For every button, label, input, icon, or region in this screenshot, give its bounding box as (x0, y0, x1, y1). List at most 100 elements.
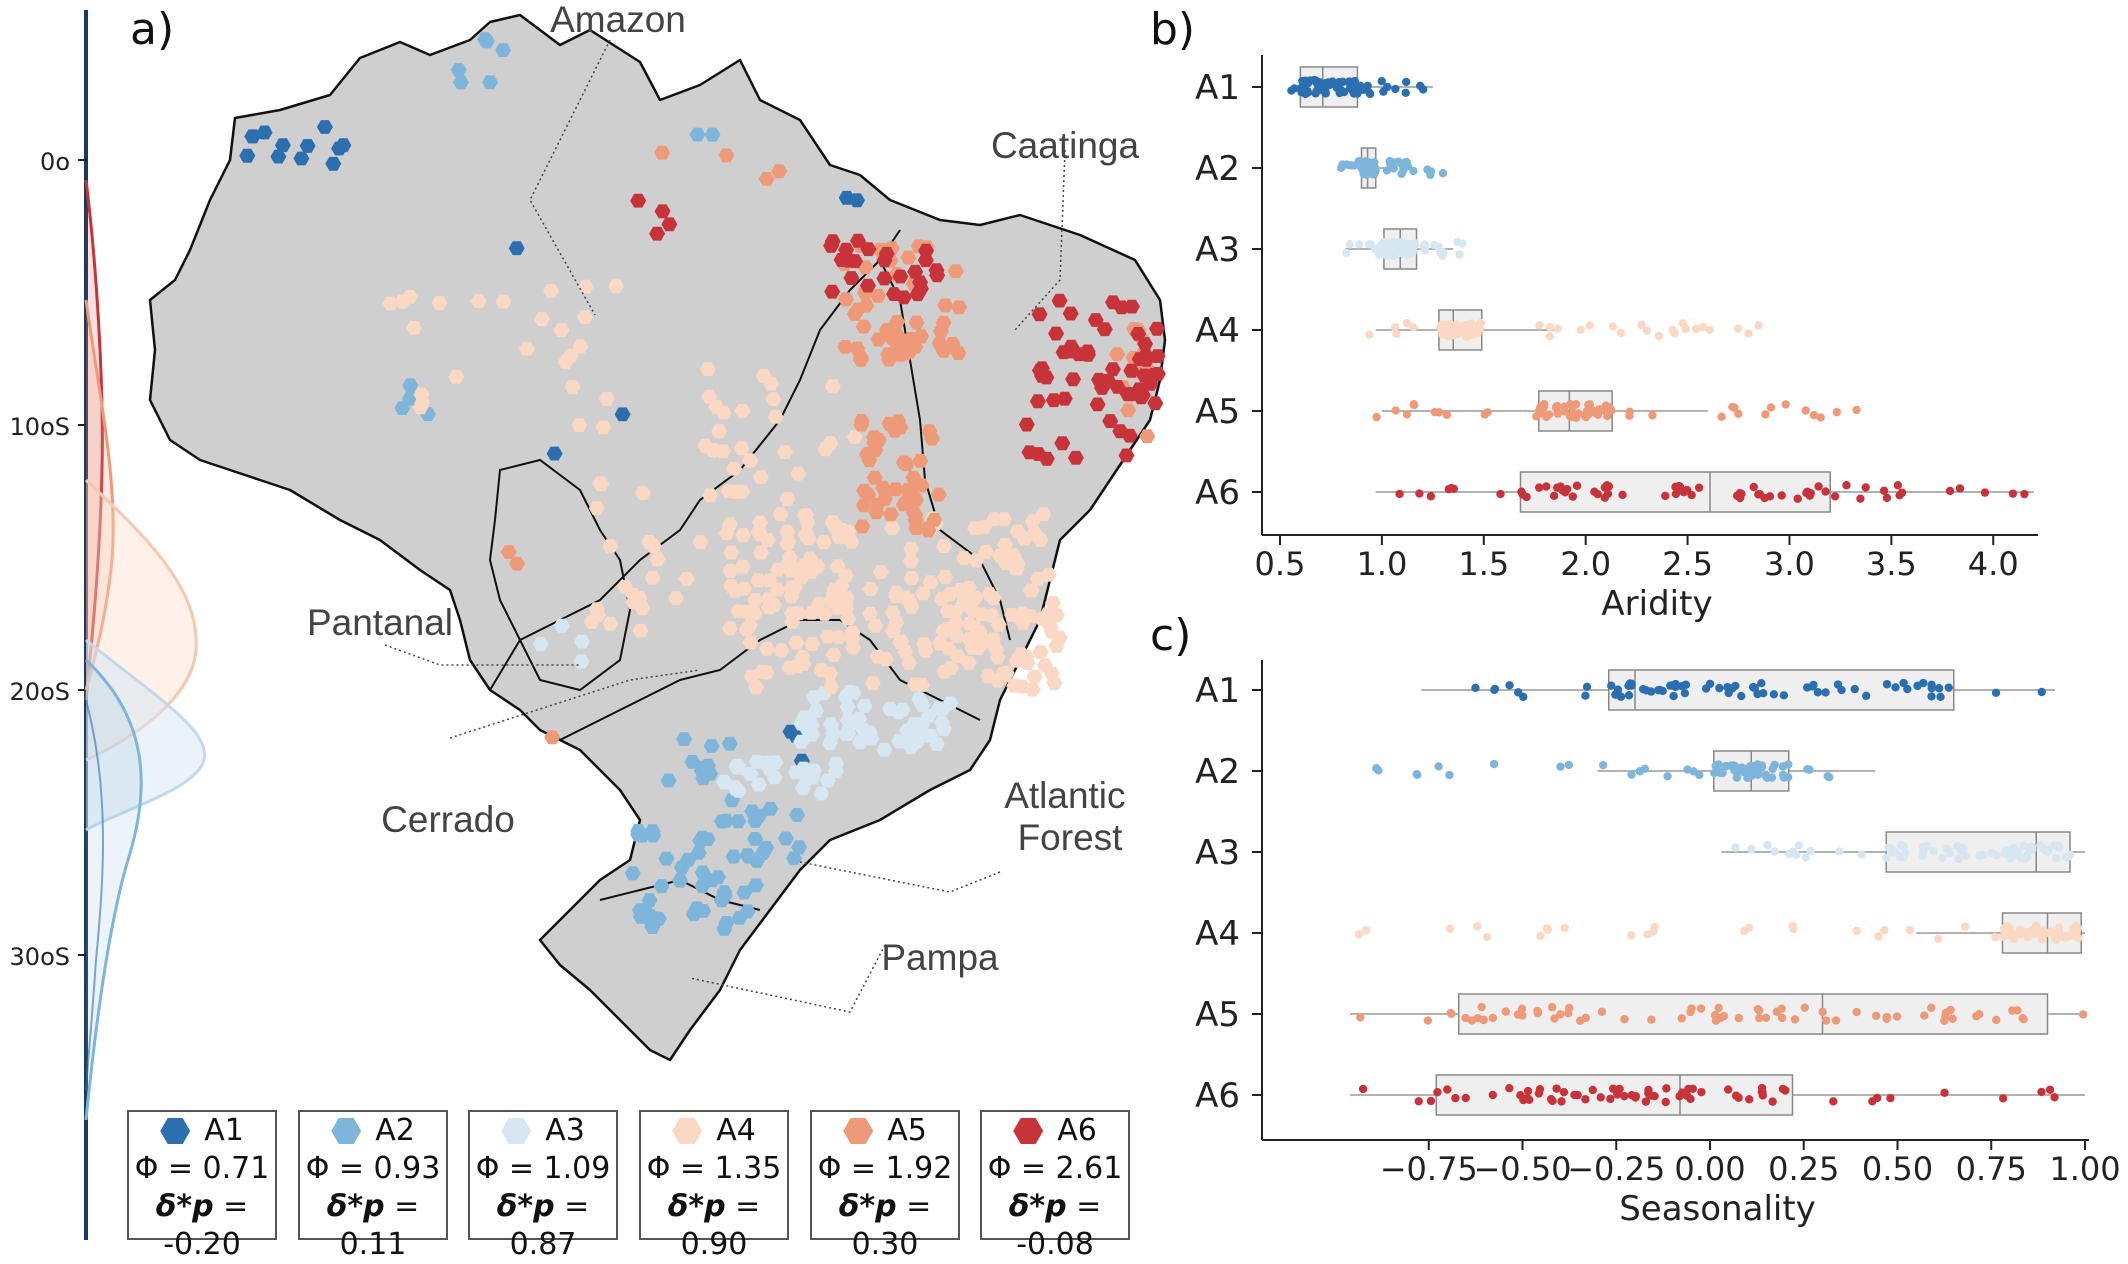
station-hex (741, 453, 758, 468)
point-A6 (1606, 1094, 1615, 1104)
station-hex (862, 582, 879, 596)
station-hex (402, 378, 419, 393)
station-hex (890, 705, 907, 720)
station-hex (634, 486, 651, 500)
point-A3 (1370, 244, 1380, 254)
station-hex (907, 677, 924, 692)
point-A5 (1552, 401, 1562, 411)
point-A6 (1723, 1085, 1733, 1094)
station-hex (742, 635, 759, 650)
point-A2 (1434, 762, 1443, 771)
point-A4 (1788, 921, 1797, 931)
station-hex (713, 893, 730, 908)
point-A1 (2037, 687, 2046, 697)
station-hex (860, 242, 877, 257)
station-hex (907, 264, 924, 279)
x-tick-label: 2.0 (1560, 545, 1611, 583)
x-tick-label: 0.5 (1255, 545, 1306, 583)
point-A3 (1954, 854, 1963, 864)
category-label-A1: A1 (1195, 671, 1240, 711)
point-A5 (1832, 407, 1842, 417)
station-hex (829, 600, 846, 615)
station-hex (892, 269, 909, 284)
station-hex (653, 879, 670, 894)
category-label-A6: A6 (1195, 1076, 1240, 1116)
point-A4 (1545, 322, 1555, 332)
point-A6 (1358, 1084, 1368, 1094)
point-A4 (2041, 928, 2050, 937)
point-A5 (1975, 1009, 1984, 1019)
point-A6 (1603, 489, 1613, 499)
point-A2 (1369, 161, 1379, 171)
station-hex (743, 669, 760, 684)
station-hex (716, 774, 733, 789)
station-hex (908, 315, 925, 330)
station-hex (658, 851, 675, 866)
legend-item-A1: A1 Φ = 0.71 δ*p = -0.20 (127, 1110, 277, 1262)
station-hex (813, 663, 830, 678)
point-A2 (1712, 760, 1722, 770)
point-A2 (1784, 760, 1793, 769)
station-hex (270, 149, 287, 164)
point-A3 (1792, 850, 1801, 860)
legend-class-label: A6 (1057, 1113, 1097, 1148)
station-hex (701, 389, 718, 404)
station-hex (766, 598, 783, 612)
station-hex (916, 637, 933, 652)
point-A5 (1852, 1007, 1861, 1017)
legend-hex-icon (843, 1118, 874, 1144)
point-A5 (1477, 1002, 1486, 1012)
point-A2 (1750, 769, 1760, 779)
point-A5 (1920, 1011, 1929, 1020)
station-hex (956, 551, 972, 565)
point-A1 (1934, 684, 1944, 693)
point-A4 (1654, 331, 1664, 341)
station-hex (854, 519, 871, 534)
region-label-atlantic-forest: Atlantic Forest (1004, 775, 1136, 858)
box-A5 (1458, 993, 2049, 1035)
station-hex (777, 445, 794, 460)
point-A6 (2050, 1093, 2059, 1102)
station-hex (715, 405, 732, 420)
station-hex (989, 673, 1006, 688)
point-A1 (1311, 89, 1320, 98)
point-A5 (1620, 1015, 1629, 1024)
station-hex (876, 271, 893, 286)
station-hex (738, 622, 755, 637)
biome-boundary-pantanal (488, 458, 632, 692)
point-A6 (1641, 1097, 1651, 1106)
legend-hex-icon (1013, 1118, 1044, 1144)
point-A5 (1781, 400, 1790, 409)
station-hex (855, 498, 872, 513)
density-A3 (85, 638, 206, 832)
station-hex (860, 487, 877, 502)
point-A4 (1627, 931, 1636, 940)
station-hex (937, 298, 954, 313)
point-A3 (1961, 851, 1970, 861)
point-A4 (1649, 927, 1658, 936)
station-hex (630, 193, 647, 208)
legend-item-A2: A2 Φ = 0.93 δ*p = 0.11 (298, 1110, 448, 1262)
point-A6 (2045, 1085, 2055, 1094)
point-A6 (1496, 489, 1505, 499)
point-A4 (1960, 922, 1970, 931)
point-A6 (1731, 1091, 1741, 1100)
station-hex (825, 726, 842, 741)
point-A5 (1625, 407, 1634, 416)
point-A2 (1824, 773, 1834, 782)
point-A6 (1955, 484, 1965, 493)
station-hex (960, 656, 977, 670)
legend-item-A6: A6 Φ = 2.61 δ*p = -0.08 (980, 1110, 1130, 1262)
station-hex (1048, 326, 1065, 341)
point-A1 (1808, 682, 1817, 691)
point-A5 (2019, 1015, 2028, 1024)
point-A6 (1444, 485, 1454, 494)
x-tick-label: 0.00 (1674, 1150, 1745, 1188)
legend-delta: δ*p = -0.08 (1008, 1189, 1102, 1262)
legend-phi: Φ = 1.92 (817, 1151, 953, 1186)
station-hex (915, 586, 931, 601)
category-label-A2: A2 (1195, 149, 1240, 189)
station-hex (672, 873, 688, 888)
point-A3 (2052, 853, 2061, 863)
latitude-density-curves (84, 179, 206, 1121)
